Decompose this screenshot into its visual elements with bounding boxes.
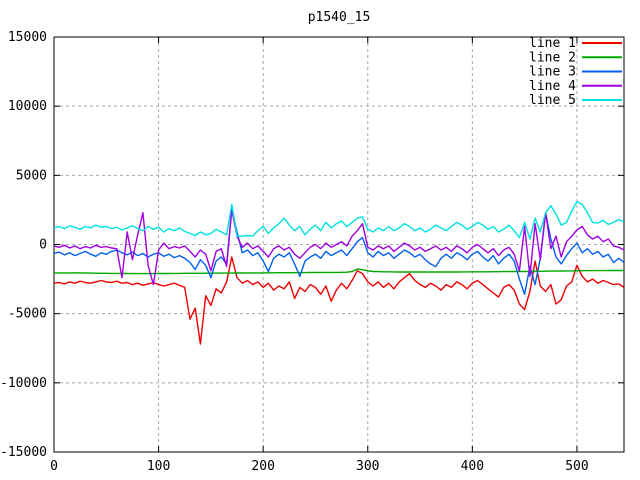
x-tick-label: 300	[356, 459, 379, 474]
legend-label-4: line 4	[529, 79, 576, 94]
y-tick-label: -10000	[0, 376, 47, 391]
y-tick-label: -5000	[8, 307, 47, 322]
legend-label-1: line 1	[529, 36, 576, 51]
series-line-4	[54, 209, 624, 286]
legend-label-3: line 3	[529, 65, 576, 80]
chart-title: p1540_15	[307, 10, 371, 25]
x-tick-label: 0	[50, 459, 58, 474]
y-tick-label: 0	[39, 238, 47, 253]
y-tick-label: 5000	[16, 168, 47, 183]
legend-label-5: line 5	[529, 93, 576, 108]
x-tick-label: 400	[461, 459, 484, 474]
x-tick-label: 100	[147, 459, 170, 474]
series-line-1	[54, 256, 624, 345]
x-tick-label: 500	[565, 459, 588, 474]
x-tick-label: 200	[251, 459, 274, 474]
y-tick-label: 15000	[8, 30, 47, 45]
series-line-5	[54, 200, 624, 240]
legend-label-2: line 2	[529, 50, 576, 65]
y-tick-label: -15000	[0, 445, 47, 460]
y-tick-label: 10000	[8, 99, 47, 114]
